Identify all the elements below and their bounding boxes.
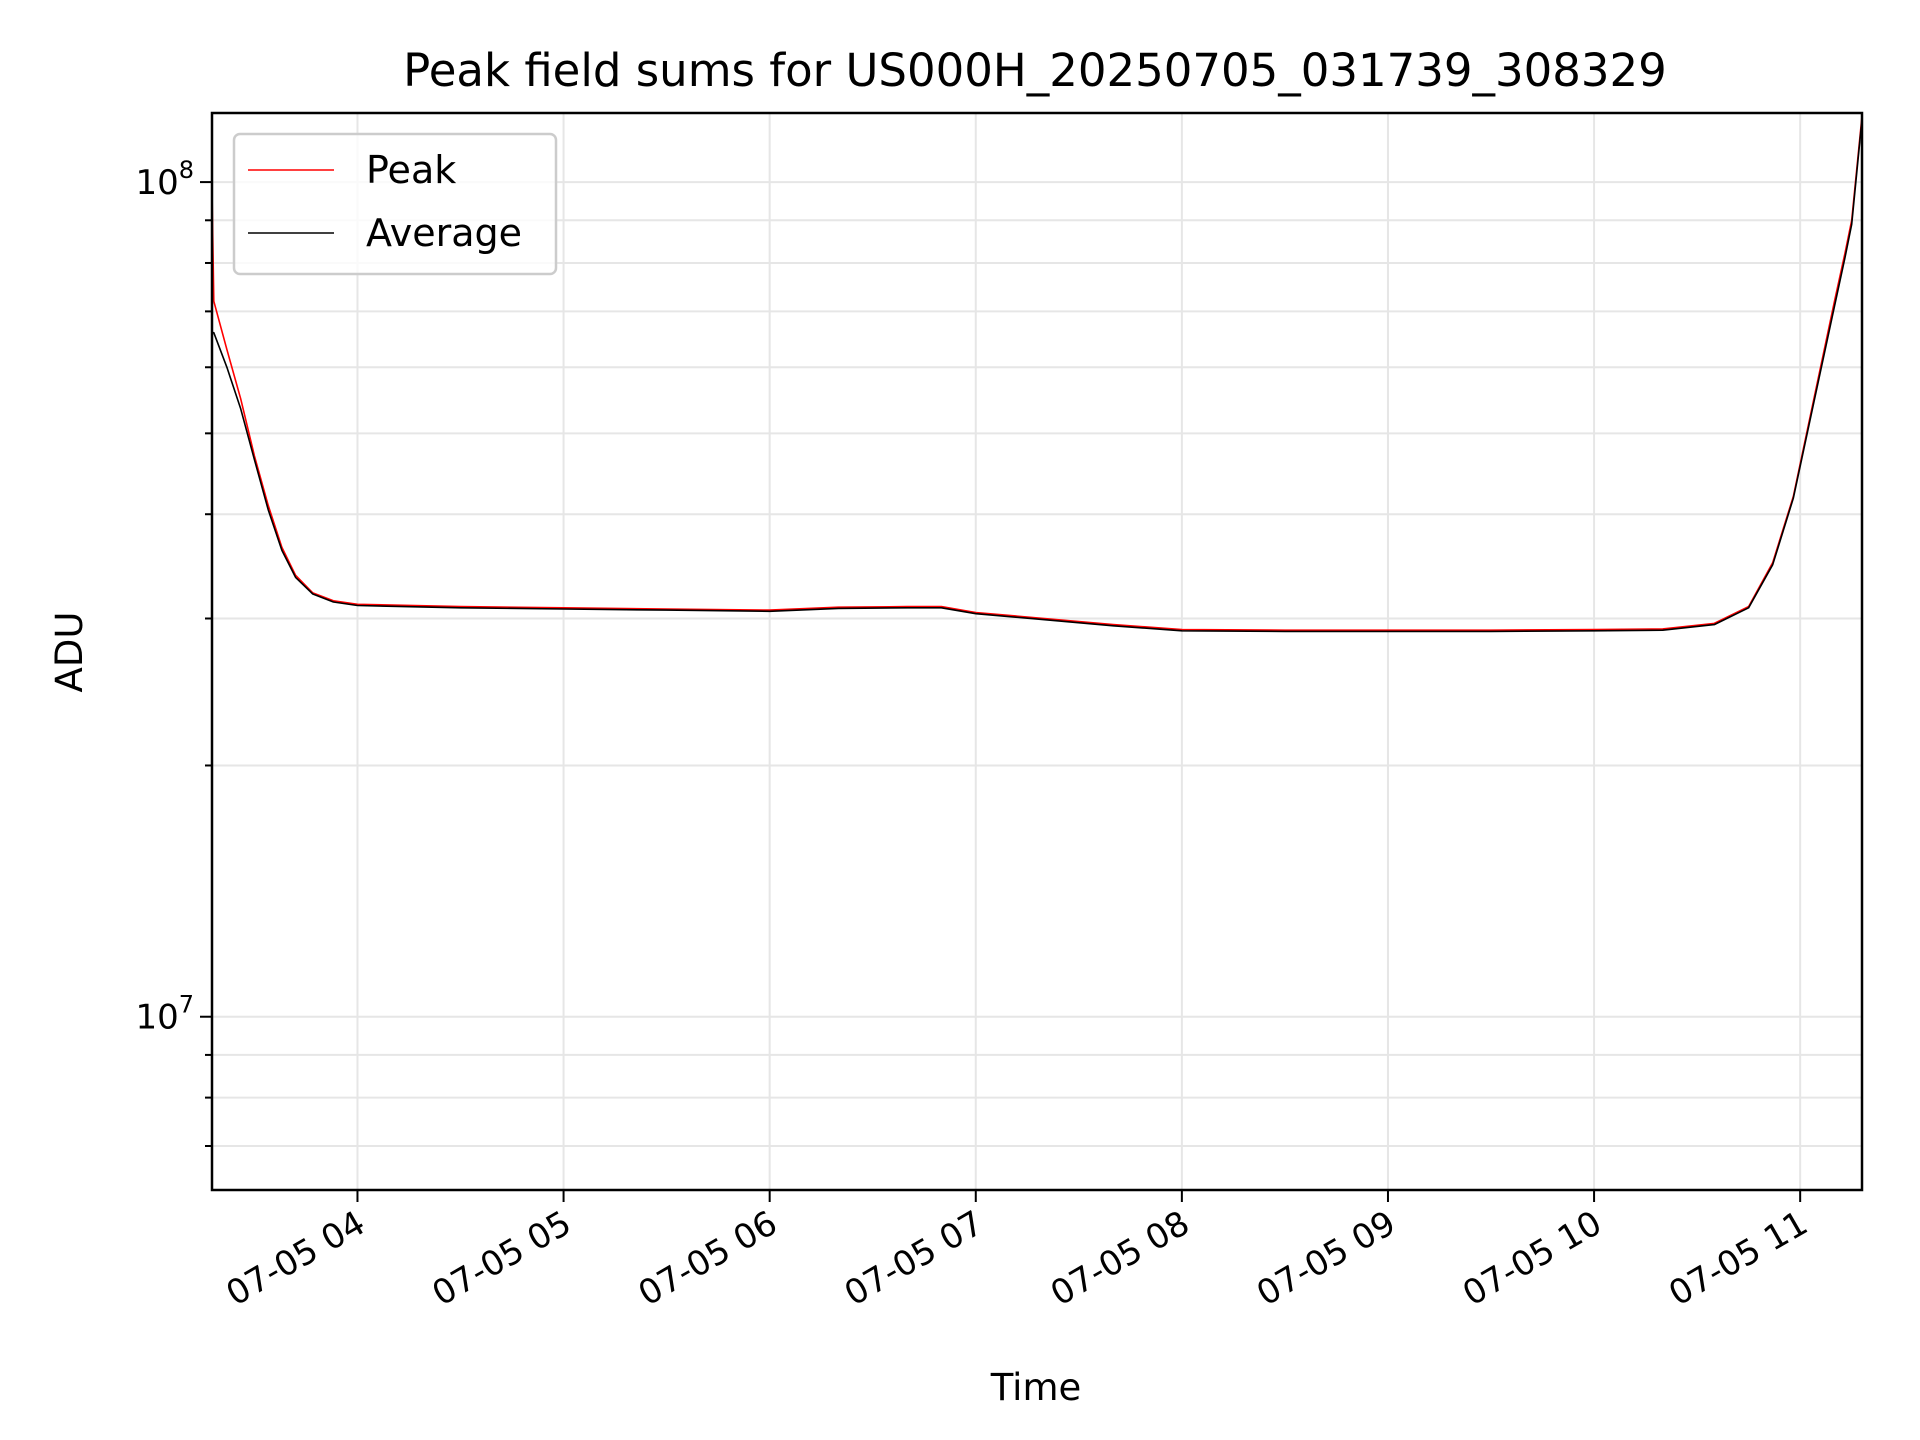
legend-box [232, 132, 558, 276]
y-tick-label: 108 [135, 156, 194, 203]
x-axis-label: Time [990, 1366, 1082, 1409]
chart-title: Peak field sums for US000H_20250705_0317… [403, 44, 1667, 97]
legend-label-peak: Peak [366, 148, 456, 192]
plot-series [211, 115, 1863, 633]
legend: Peak Average [232, 132, 558, 276]
y-axis-label: ADU [48, 612, 91, 693]
y-axis-ticks: 107 108 [135, 156, 212, 1148]
grid [212, 113, 1862, 1190]
y-tick-label: 107 [135, 991, 194, 1038]
series-line-average [212, 118, 1863, 633]
legend-label-average: Average [366, 211, 522, 255]
plot-frame [210, 111, 1864, 1192]
